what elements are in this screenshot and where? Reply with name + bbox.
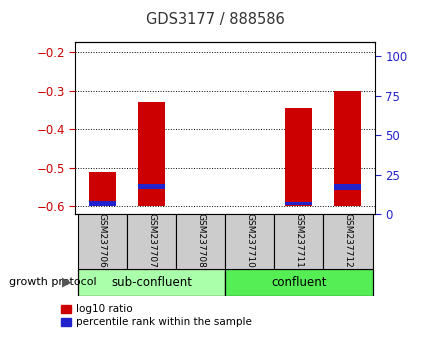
Bar: [78, 269, 225, 296]
Text: growth protocol: growth protocol: [9, 277, 96, 287]
Text: GSM237711: GSM237711: [294, 213, 303, 268]
Text: GSM237708: GSM237708: [196, 213, 205, 268]
Text: GDS3177 / 888586: GDS3177 / 888586: [146, 12, 284, 27]
Text: GSM237710: GSM237710: [245, 213, 254, 268]
Bar: [322, 214, 372, 269]
Bar: [89, 172, 116, 206]
Text: GSM237712: GSM237712: [343, 213, 352, 268]
Bar: [138, 102, 165, 206]
Bar: [285, 202, 312, 205]
Bar: [334, 91, 361, 206]
Text: GSM237707: GSM237707: [147, 213, 156, 268]
Bar: [127, 214, 176, 269]
Legend: log10 ratio, percentile rank within the sample: log10 ratio, percentile rank within the …: [61, 304, 251, 327]
Bar: [138, 184, 165, 189]
Bar: [225, 214, 273, 269]
Text: sub-confluent: sub-confluent: [111, 276, 192, 289]
Text: ▶: ▶: [61, 276, 71, 289]
Text: confluent: confluent: [270, 276, 326, 289]
Bar: [285, 108, 312, 206]
Bar: [273, 214, 322, 269]
Bar: [176, 214, 224, 269]
Bar: [225, 269, 372, 296]
Text: GSM237706: GSM237706: [98, 213, 107, 268]
Bar: [78, 214, 127, 269]
Bar: [89, 201, 116, 206]
Bar: [334, 184, 361, 190]
